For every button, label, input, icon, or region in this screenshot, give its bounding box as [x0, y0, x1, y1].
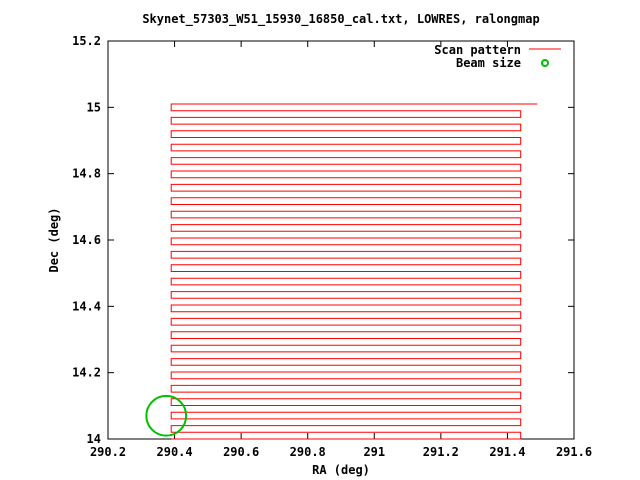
x-tick-label: 290.2: [90, 445, 126, 459]
y-axis: 14 14.2 14.4 14.6 14.8 15 15.2: [72, 34, 574, 446]
x-tick-label: 290.8: [290, 445, 326, 459]
beam-size-circle: [145, 394, 188, 437]
legend-swatch-beam-size: [541, 59, 549, 67]
y-tick-label: 15.2: [72, 34, 101, 48]
x-tick-label: 290.6: [223, 445, 259, 459]
x-tick-label: 291: [363, 445, 385, 459]
y-tick-label: 14.4: [72, 299, 101, 313]
y-tick-label: 14.2: [72, 366, 101, 380]
x-tick-label: 291.2: [423, 445, 459, 459]
x-tick-label: 291.4: [489, 445, 525, 459]
scan-pattern-line: [170, 103, 538, 440]
chart-title: Skynet_57303_W51_15930_16850_cal.txt, LO…: [142, 12, 539, 27]
legend: Scan pattern Beam size: [434, 43, 561, 70]
y-tick-label: 15: [87, 100, 101, 114]
plot-area: 290.2 290.4 290.6 290.8 291 291.2 291.4 291.6 1…: [72, 34, 592, 459]
plot-frame: [107, 40, 575, 440]
legend-label-beam-size: Beam size: [456, 56, 521, 70]
y-tick-label: 14: [87, 432, 101, 446]
x-tick-label: 290.4: [157, 445, 193, 459]
legend-label-scan-pattern: Scan pattern: [434, 43, 521, 57]
y-tick-label: 14.6: [72, 233, 101, 247]
y-axis-label: Dec (deg): [47, 207, 61, 272]
y-tick-label: 14.8: [72, 167, 101, 181]
x-axis-label: RA (deg): [312, 463, 370, 477]
x-axis: 290.2 290.4 290.6 290.8 291 291.2 291.4 291.6: [90, 41, 592, 459]
series-layer: [145, 103, 538, 440]
x-tick-label: 291.6: [556, 445, 592, 459]
